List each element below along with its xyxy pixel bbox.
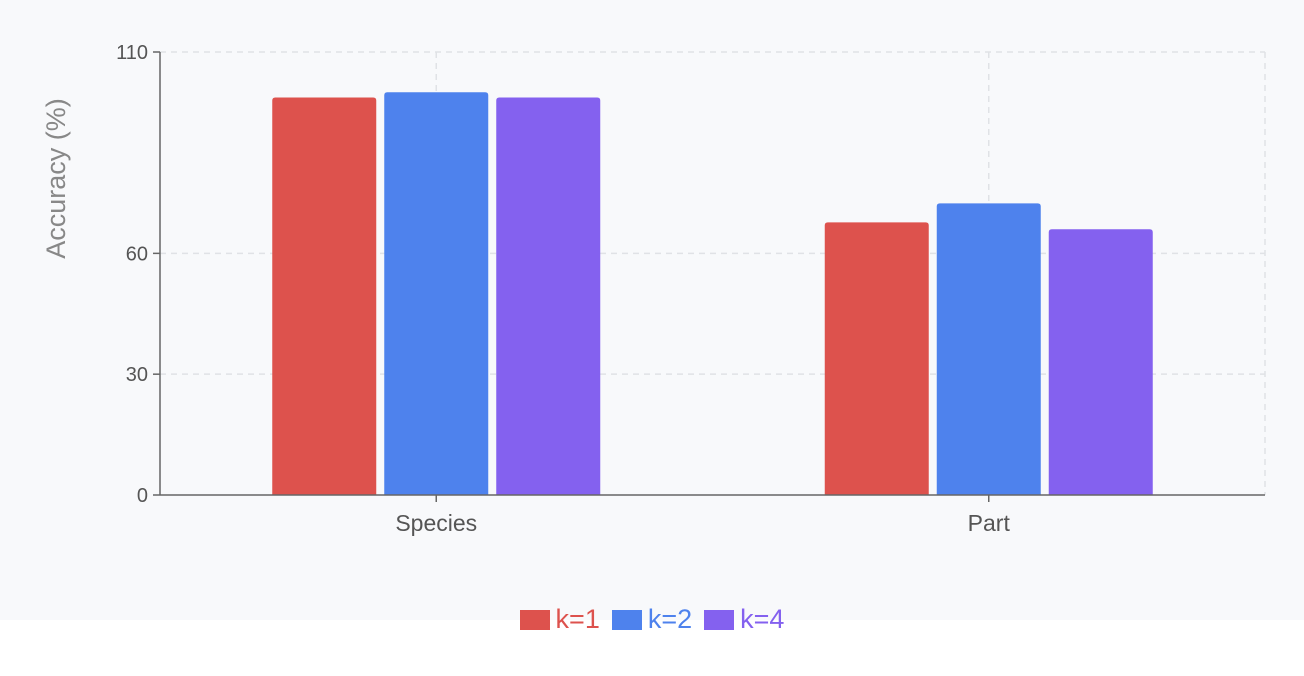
legend: k=1 k=2 k=4 bbox=[0, 604, 1304, 635]
y-tick-label: 0 bbox=[137, 485, 148, 507]
bar-k=2-Part bbox=[936, 203, 1041, 495]
legend-swatch bbox=[519, 609, 550, 630]
bar-k=2-Species bbox=[384, 92, 489, 495]
y-axis-label: Accuracy (%) bbox=[41, 98, 71, 259]
legend-label: k=1 bbox=[555, 604, 600, 634]
bar-k=1-Part bbox=[824, 222, 929, 495]
bar-k=1-Species bbox=[272, 97, 377, 495]
x-tick-label: Species bbox=[395, 510, 477, 536]
x-tick-label: Part bbox=[968, 510, 1011, 536]
legend-swatch bbox=[704, 609, 735, 630]
legend-item-k=2[interactable]: k=2 bbox=[611, 604, 693, 635]
legend-swatch bbox=[611, 609, 642, 630]
legend-item-k=1[interactable]: k=1 bbox=[519, 604, 600, 635]
bar-k=4-Species bbox=[496, 97, 601, 495]
y-tick-label: 110 bbox=[116, 42, 148, 64]
y-tick-label: 60 bbox=[126, 243, 148, 265]
bar-chart: 0 30 60 110 Species Part Accuracy (%) bbox=[41, 42, 1266, 536]
legend-label: k=4 bbox=[740, 604, 785, 634]
bar-k=4-Part bbox=[1048, 229, 1153, 495]
legend-item-k=4[interactable]: k=4 bbox=[704, 604, 784, 635]
legend-label: k=2 bbox=[647, 604, 693, 634]
y-tick-label: 30 bbox=[126, 364, 148, 386]
